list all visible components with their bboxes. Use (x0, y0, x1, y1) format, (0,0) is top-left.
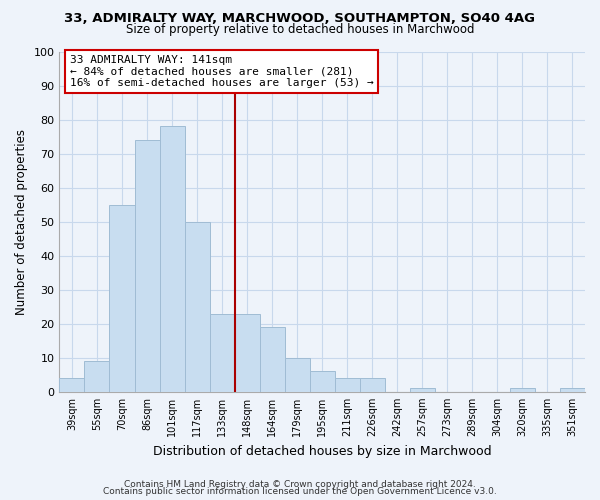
Bar (109, 204, 134, 392)
Bar (560, 388, 585, 392)
Text: Contains HM Land Registry data © Crown copyright and database right 2024.: Contains HM Land Registry data © Crown c… (124, 480, 476, 489)
X-axis label: Distribution of detached houses by size in Marchwood: Distribution of detached houses by size … (153, 444, 491, 458)
Bar (59, 378, 85, 392)
Bar (85, 361, 109, 392)
Text: Contains public sector information licensed under the Open Government Licence v3: Contains public sector information licen… (103, 488, 497, 496)
Bar (360, 378, 385, 392)
Bar (260, 327, 284, 392)
Text: 33, ADMIRALTY WAY, MARCHWOOD, SOUTHAMPTON, SO40 4AG: 33, ADMIRALTY WAY, MARCHWOOD, SOUTHAMPTO… (65, 12, 536, 26)
Bar (335, 378, 360, 392)
Y-axis label: Number of detached properties: Number of detached properties (15, 128, 28, 314)
Bar (410, 388, 435, 392)
Bar (209, 314, 235, 392)
Bar (510, 388, 535, 392)
Bar (134, 140, 160, 392)
Bar (185, 222, 209, 392)
Bar (284, 358, 310, 392)
Bar (310, 372, 335, 392)
Bar (235, 314, 260, 392)
Bar (160, 126, 185, 392)
Text: 33 ADMIRALTY WAY: 141sqm
← 84% of detached houses are smaller (281)
16% of semi-: 33 ADMIRALTY WAY: 141sqm ← 84% of detach… (70, 55, 374, 88)
Text: Size of property relative to detached houses in Marchwood: Size of property relative to detached ho… (126, 24, 474, 36)
